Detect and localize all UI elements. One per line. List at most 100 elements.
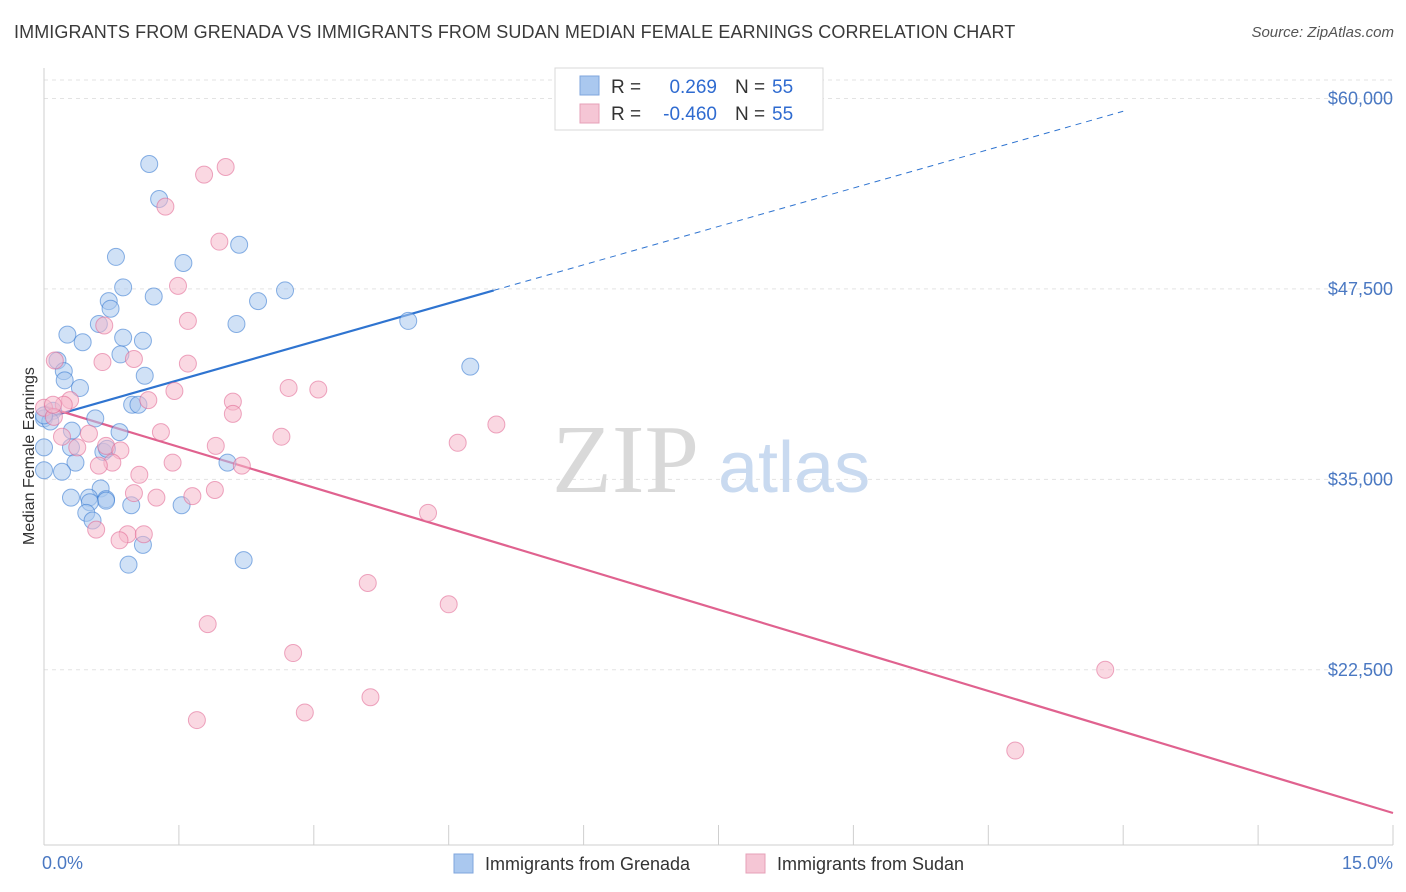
sudan-point xyxy=(232,456,251,475)
bottom-legend: Immigrants from Grenada Immigrants from … xyxy=(453,853,964,874)
grenada-point xyxy=(61,488,80,507)
grenada-point xyxy=(133,331,152,350)
grenada-point xyxy=(106,247,125,266)
grenada-point xyxy=(276,281,295,300)
sudan-point xyxy=(52,427,71,446)
sudan-point xyxy=(205,481,224,500)
trend-lines xyxy=(43,110,1394,815)
sudan-point xyxy=(110,531,129,550)
y-tick-labels: $22,500 $35,000 $47,500 $60,000 xyxy=(1328,88,1393,679)
legend-r-value-1: 0.269 xyxy=(669,77,717,98)
watermark-atlas: atlas xyxy=(718,428,870,508)
grenada-point xyxy=(249,292,268,311)
sudan-point xyxy=(134,525,153,544)
sudan-point xyxy=(309,380,328,399)
grenada-point xyxy=(97,491,116,510)
legend-n-label-1: N = xyxy=(735,77,765,98)
sudan-point xyxy=(198,615,217,634)
grenada-point xyxy=(73,333,92,352)
sudan-point xyxy=(187,711,206,730)
sudan-point xyxy=(216,158,235,177)
sudan-point xyxy=(210,232,229,251)
sudan-point xyxy=(279,378,298,397)
grenada-point xyxy=(135,366,154,385)
sudan-point xyxy=(284,644,303,663)
grenada-point xyxy=(230,235,249,254)
sudan-point xyxy=(223,404,242,423)
sudan-point xyxy=(487,415,506,434)
grenada-point xyxy=(144,287,163,306)
grenada-point xyxy=(119,555,138,574)
bottom-legend-label-grenada: Immigrants from Grenada xyxy=(485,854,691,874)
grenada-point xyxy=(227,314,246,333)
axes xyxy=(43,68,1394,846)
y-tick-label: $35,000 xyxy=(1328,469,1393,489)
y-tick-label: $47,500 xyxy=(1328,279,1393,299)
legend-n-value-2: 55 xyxy=(772,104,793,125)
sudan-point xyxy=(1096,660,1115,679)
sudan-point xyxy=(156,197,175,216)
grenada-trend-line xyxy=(43,289,494,420)
sudan-point xyxy=(163,453,182,472)
legend-r-label-2: R = xyxy=(611,104,641,125)
gridlines xyxy=(44,79,1393,671)
sudan-point xyxy=(93,353,112,372)
grenada-point xyxy=(174,254,193,273)
bottom-legend-label-sudan: Immigrants from Sudan xyxy=(777,854,964,874)
sudan-point xyxy=(419,503,438,522)
sudan-point xyxy=(43,395,62,414)
sudan-point xyxy=(178,311,197,330)
sudan-point xyxy=(139,391,158,410)
sudan-point xyxy=(206,436,225,455)
sudan-point xyxy=(295,703,314,722)
sudan-point xyxy=(79,424,98,443)
grenada-point xyxy=(140,154,159,173)
grenada-point xyxy=(399,311,418,330)
bottom-legend-swatch-sudan xyxy=(745,853,766,874)
sudan-point xyxy=(448,433,467,452)
legend-swatch-sudan xyxy=(579,103,600,124)
sudan-trend-line xyxy=(43,405,1394,815)
legend-swatch-grenada xyxy=(579,75,600,96)
sudan-point xyxy=(358,573,377,592)
sudan-point xyxy=(147,488,166,507)
sudan-point xyxy=(178,354,197,373)
sudan-point xyxy=(1006,741,1025,760)
grenada-point xyxy=(70,378,89,397)
grenada-point xyxy=(86,409,105,428)
scatter-points xyxy=(35,154,1115,760)
grenada-point xyxy=(35,438,53,457)
grenada-point xyxy=(52,462,71,481)
grenada-point xyxy=(55,371,74,390)
chart-source: Source: ZipAtlas.com xyxy=(1251,24,1394,41)
sudan-point xyxy=(124,349,143,368)
watermark-zip: ZIP xyxy=(552,406,699,514)
grenada-point xyxy=(114,278,133,297)
x-tick-label-max: 15.0% xyxy=(1342,853,1393,873)
chart-title: IMMIGRANTS FROM GRENADA VS IMMIGRANTS FR… xyxy=(14,22,1016,42)
sudan-point xyxy=(87,520,106,539)
y-tick-label: $60,000 xyxy=(1328,88,1393,108)
sudan-point xyxy=(169,276,188,295)
sudan-point xyxy=(89,456,108,475)
grenada-point xyxy=(35,461,53,480)
sudan-point xyxy=(124,484,143,503)
legend-r-label-1: R = xyxy=(611,77,641,98)
sudan-point xyxy=(165,381,184,400)
y-axis-label: Median Female Earnings xyxy=(21,367,38,545)
sudan-point xyxy=(45,351,64,370)
grenada-point xyxy=(58,325,77,344)
x-tick-label-min: 0.0% xyxy=(42,853,83,873)
grenada-point xyxy=(101,299,120,318)
legend-box: R = 0.269 N = 55 R = -0.460 N = 55 xyxy=(554,67,824,131)
legend-n-label-2: N = xyxy=(735,104,765,125)
sudan-point xyxy=(272,427,291,446)
sudan-point xyxy=(195,165,214,184)
sudan-point xyxy=(130,465,149,484)
sudan-point xyxy=(183,487,202,506)
sudan-point xyxy=(439,595,458,614)
grenada-point xyxy=(110,423,129,442)
grenada-trend-extension xyxy=(493,110,1124,291)
sudan-point xyxy=(68,438,87,457)
